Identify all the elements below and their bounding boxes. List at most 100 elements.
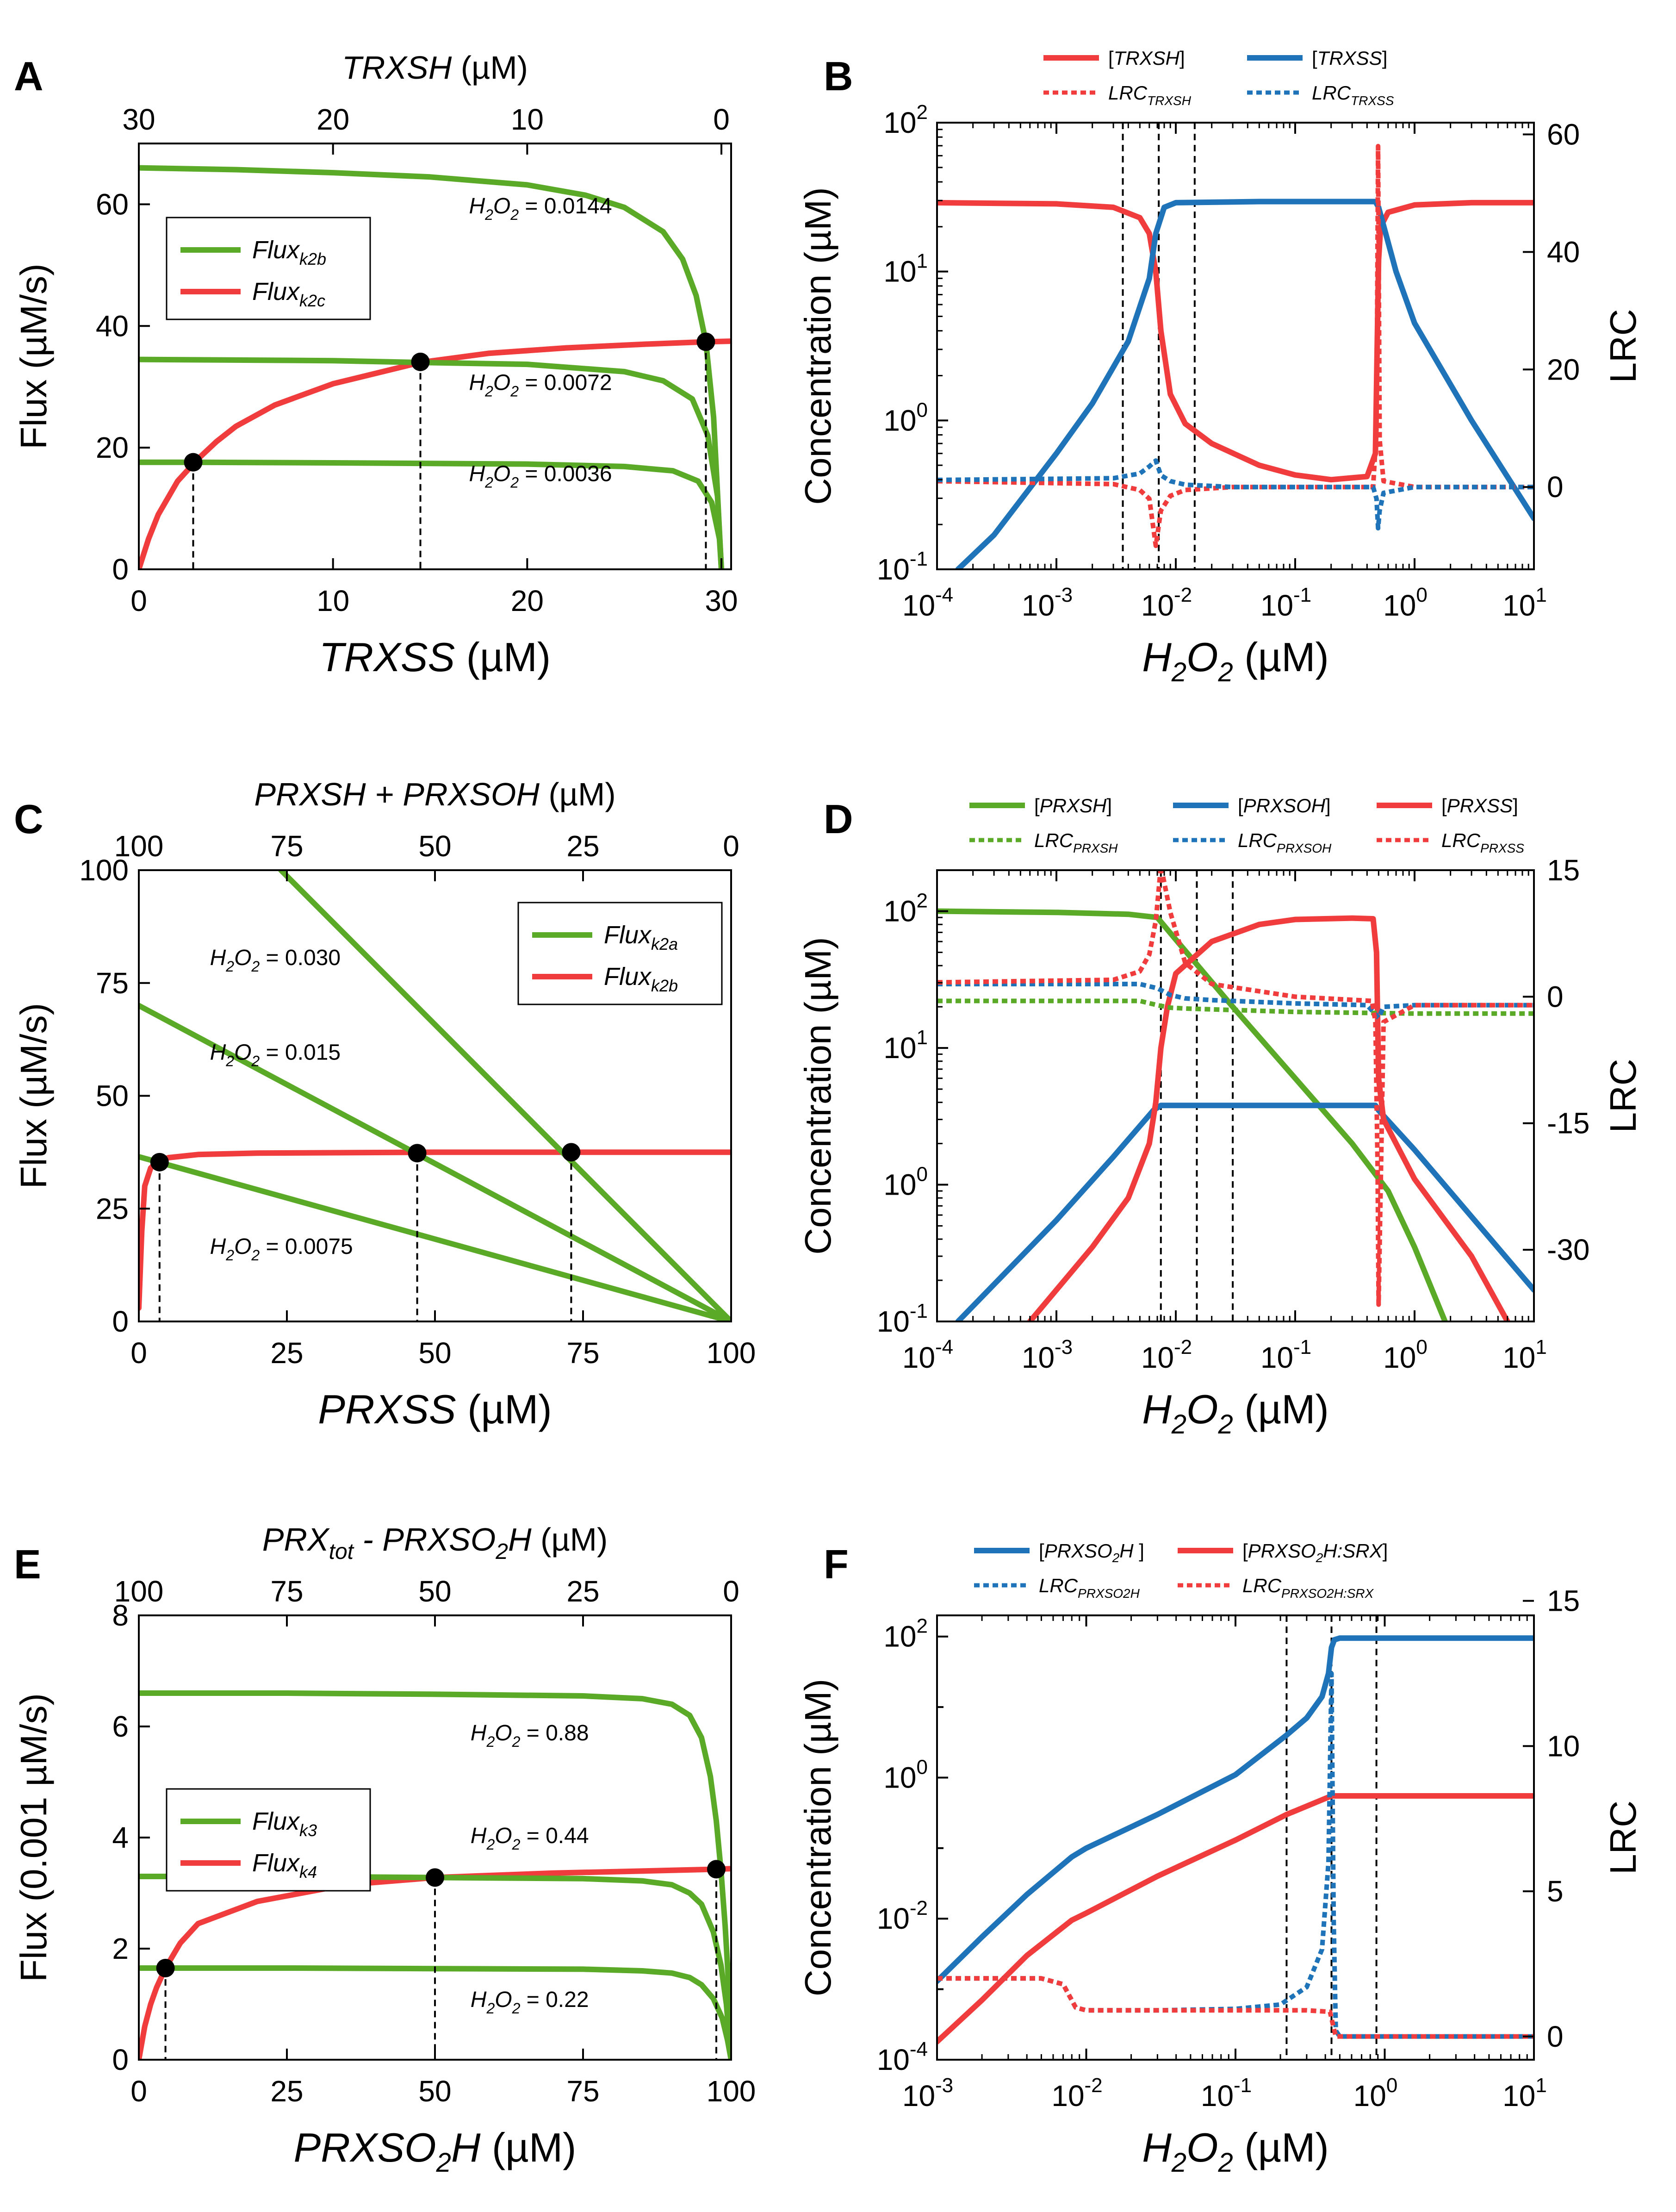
- right-tick-label: 15: [1547, 1584, 1580, 1618]
- legend-label: [TRXSS]: [1312, 47, 1387, 69]
- series--prxsh-: [937, 908, 1448, 1321]
- legend-label: Fluxk2c: [252, 278, 325, 310]
- x-tick-label: 10-4: [902, 584, 953, 622]
- annotation-h2o2: H2O2 = 0.0144: [469, 194, 612, 223]
- y-tick-label: 20: [96, 431, 129, 464]
- series-flux-k2a-h2o2-0-015: [139, 1003, 731, 1321]
- y-tick-label: 101: [883, 250, 928, 288]
- top-tick-label: 50: [418, 1575, 451, 1608]
- x-tick-label: 50: [418, 2075, 451, 2108]
- series-flux-k3-h2o2-0-22: [139, 1965, 731, 2060]
- x-tick-label: 100: [707, 1336, 756, 1370]
- right-tick-label: 60: [1547, 118, 1580, 151]
- top-tick-label: 10: [511, 103, 544, 136]
- plot-area-E: [139, 1690, 731, 2060]
- legend-label: Fluxk2b: [252, 236, 326, 268]
- panel-label-D: D: [824, 796, 853, 842]
- intersection-point: [184, 453, 203, 472]
- y-tick-label: 10-1: [877, 548, 928, 586]
- intersection-point: [426, 1868, 444, 1887]
- top-tick-label: 50: [418, 829, 451, 863]
- panel-F: F 10-3 10-2 10-1 100 101 10-4 10-2 100 102 0 5 10 15 L…: [797, 1540, 1644, 2178]
- series-flux-k2c: [139, 338, 731, 569]
- x-axis-label: H2O2 (µM): [1142, 1386, 1329, 1439]
- x-tick-label: 10-2: [1141, 584, 1192, 622]
- annotation-h2o2: H2O2 = 0.030: [210, 946, 341, 975]
- legend-box: [166, 1788, 371, 1892]
- y-tick-label: 50: [96, 1079, 129, 1113]
- legend-label: [PRXSO2H:SRX]: [1242, 1540, 1388, 1565]
- intersection-point: [696, 332, 715, 351]
- x-tick-label: 10-3: [1022, 584, 1073, 622]
- plot-area-C: [139, 870, 731, 1321]
- top-tick-label: 100: [114, 1575, 164, 1608]
- x-tick-label: 101: [1502, 2074, 1547, 2112]
- panel-label-B: B: [824, 53, 853, 99]
- legend-box: [166, 217, 371, 320]
- intersection-point: [156, 1959, 175, 1977]
- y-axis-label: Concentration (µM): [797, 1679, 838, 1996]
- right-tick-label: 0: [1547, 980, 1564, 1013]
- top-tick-label: 25: [566, 1575, 599, 1608]
- legend-label: LRCPRXSS: [1441, 829, 1524, 855]
- series--trxsh-: [937, 199, 1534, 483]
- top-axis-label: PRXSH + PRXSOH (µM): [254, 776, 615, 812]
- legend-label: LRCTRXSS: [1312, 82, 1394, 108]
- x-tick-label: 10-3: [1022, 1336, 1073, 1374]
- legend-label: [PRXSS]: [1441, 795, 1518, 816]
- panel-C: C H2O2 = 0.030 H2O2 = 0.015 H2O2 = 0.0075 0 2…: [13, 776, 756, 1432]
- x-tick-label: 25: [270, 2075, 303, 2108]
- x-tick-label: 25: [270, 1336, 303, 1370]
- series-flux-k4: [139, 1866, 731, 2060]
- y-tick-label: 10-2: [877, 1897, 928, 1935]
- y-tick-label: 10-1: [877, 1300, 928, 1338]
- y-tick-label: 10-4: [877, 2038, 928, 2076]
- top-tick-label: 0: [723, 1575, 739, 1608]
- x-tick-label: 101: [1502, 1336, 1547, 1374]
- panel-A: A H2O2 = 0.0144 H2O2 = 0.0072 H2O2 = 0.0036…: [13, 50, 738, 680]
- y-tick-label: 40: [96, 309, 129, 343]
- right-tick-label: -30: [1547, 1233, 1590, 1266]
- annotation-h2o2: H2O2 = 0.88: [471, 1721, 589, 1750]
- y-tick-label: 75: [96, 966, 129, 1000]
- axes-frame: [936, 122, 1535, 570]
- y-tick-label: 6: [112, 1710, 129, 1743]
- series--prxso2h-srx-: [937, 1793, 1534, 2045]
- x-tick-label: 0: [130, 2075, 147, 2108]
- legend-label: LRCPRXSOH: [1238, 829, 1332, 855]
- x-axis-label: H2O2 (µM): [1142, 2125, 1329, 2178]
- plot-area-F: [937, 1615, 1534, 2060]
- y-tick-label: 0: [112, 553, 129, 586]
- top-tick-label: 75: [270, 1575, 303, 1608]
- annotation-h2o2: H2O2 = 0.44: [471, 1824, 589, 1853]
- panel-D: D 10-4 10-3 10-2 10-1 100 101 10-1 100 101 102 15 0 -…: [797, 795, 1644, 1439]
- x-axis-label: PRXSO2H (µM): [294, 2125, 577, 2178]
- y-axis-label: Concentration (µM): [797, 937, 838, 1254]
- plot-area-B: [937, 123, 1534, 569]
- top-tick-label: 20: [317, 103, 349, 136]
- legend-label: LRCPRXSO2H:SRX: [1242, 1575, 1374, 1601]
- intersection-point: [411, 352, 430, 371]
- x-axis-label: TRXSS (µM): [319, 634, 551, 680]
- top-tick-label: 75: [270, 829, 303, 863]
- series-lrc-prxss: [937, 870, 1534, 1307]
- intersection-point: [707, 1860, 726, 1879]
- top-tick-label: 0: [723, 829, 739, 863]
- right-tick-label: 10: [1547, 1729, 1580, 1763]
- x-tick-label: 100: [1383, 584, 1428, 622]
- x-tick-label: 10-1: [1260, 584, 1311, 622]
- panel-label-F: F: [824, 1541, 849, 1587]
- series-lrc-prxsoh: [937, 982, 1534, 1020]
- top-tick-label: 0: [713, 103, 730, 136]
- y-tick-label: 4: [112, 1821, 129, 1854]
- right-tick-label: 40: [1547, 235, 1580, 268]
- legend-label: Fluxk2a: [604, 921, 678, 953]
- series-flux-k3-h2o2-0-44: [139, 1874, 731, 2060]
- top-tick-label: 30: [122, 103, 155, 136]
- panel-label-C: C: [14, 796, 43, 842]
- y-tick-label: 100: [883, 1163, 928, 1202]
- x-tick-label: 20: [511, 584, 544, 617]
- y-axis-label: Flux (µM/s): [13, 1003, 54, 1189]
- y-tick-label: 0: [112, 2043, 129, 2076]
- legend-box: [517, 902, 723, 1005]
